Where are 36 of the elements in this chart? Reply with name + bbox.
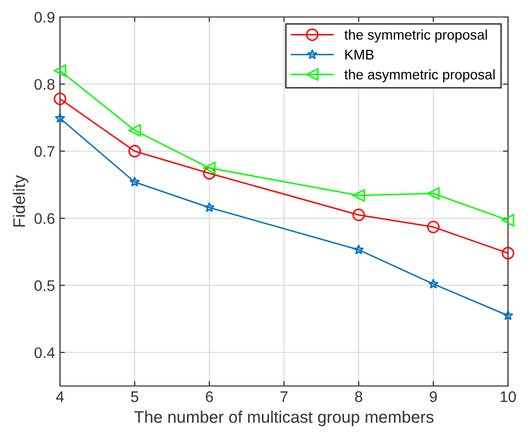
point [502, 310, 514, 320]
x-tick-label: 7 [280, 391, 288, 402]
y-tick-label: 0.4 [34, 347, 55, 358]
point [427, 220, 440, 234]
y-tick-label: 0.6 [34, 213, 54, 224]
point [502, 214, 514, 227]
point [203, 167, 216, 180]
legend-label: the asymmetric proposal [344, 69, 495, 82]
x-tick-label: 9 [430, 391, 437, 402]
x-tick-label: 8 [355, 391, 362, 402]
x-axis-title: The number of multicast group members [134, 410, 434, 426]
point [352, 189, 365, 202]
point [204, 202, 215, 212]
point [353, 244, 364, 254]
point [54, 112, 66, 123]
x-tick-label: 5 [131, 391, 138, 402]
legend-label: the symmetric proposal [344, 30, 487, 42]
y-tick-label: 0.8 [34, 78, 54, 90]
point [128, 144, 141, 158]
y-axis-title: Fidelity [12, 175, 28, 227]
x-tick-label: 10 [500, 391, 516, 402]
x-tick-label: 4 [56, 391, 64, 402]
y-tick-label: 0.9 [34, 12, 54, 23]
point [129, 176, 140, 187]
point [54, 64, 66, 77]
y-tick-label: 0.5 [34, 280, 54, 292]
point [128, 124, 141, 137]
point [352, 208, 365, 222]
point [502, 246, 514, 260]
point [427, 187, 440, 200]
point [428, 278, 439, 289]
point [203, 162, 216, 174]
x-tick-label: 6 [206, 391, 213, 402]
legend-label: KMB [345, 50, 374, 60]
y-tick-label: 0.7 [34, 146, 54, 157]
point [54, 92, 66, 106]
